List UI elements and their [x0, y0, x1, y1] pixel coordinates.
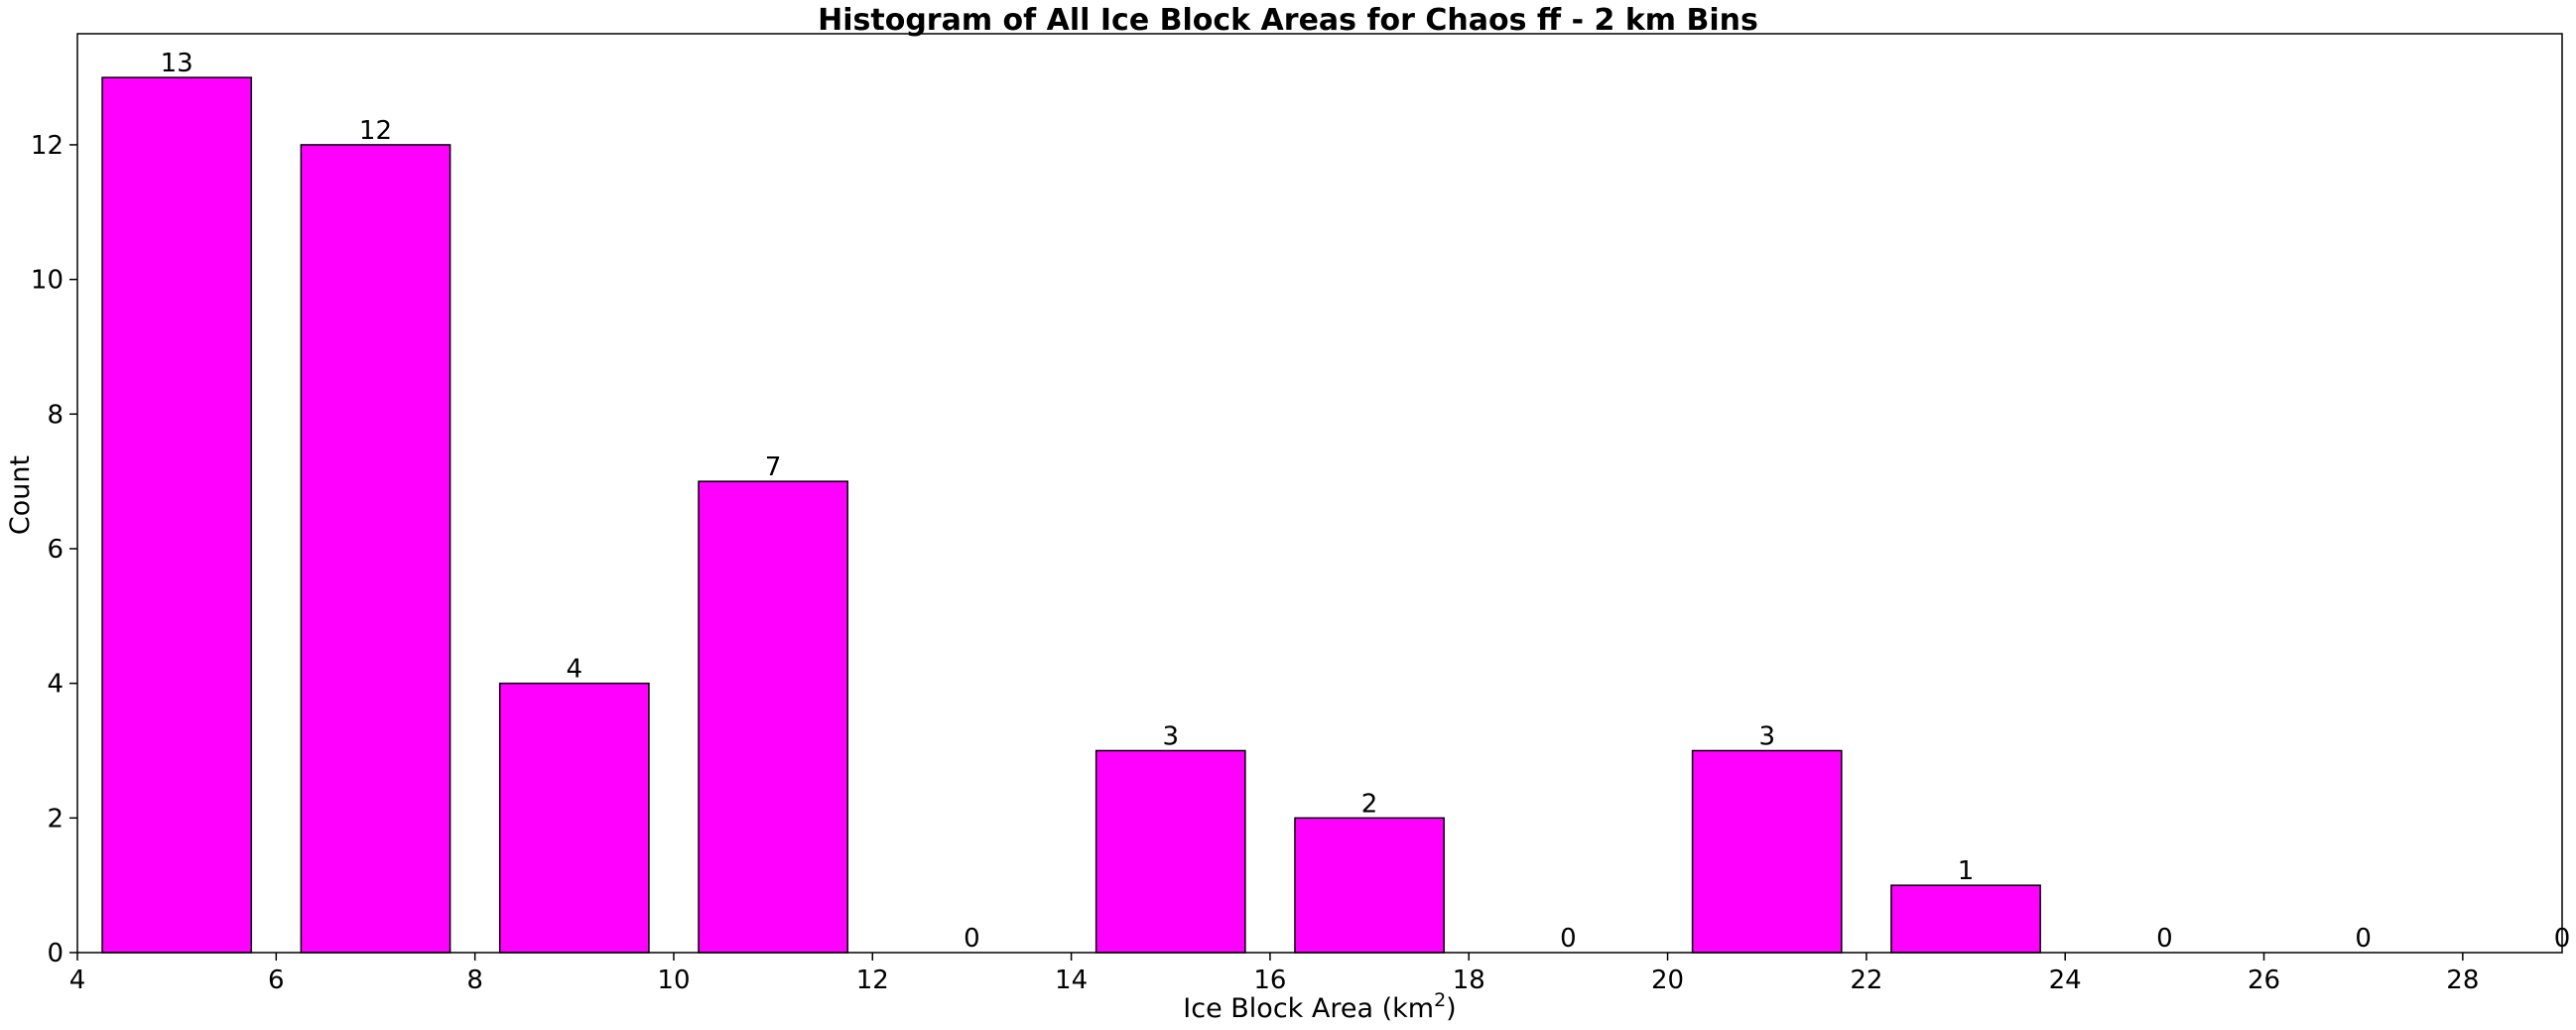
bar-count-label: 7: [765, 452, 782, 482]
x-tick-label: 14: [1055, 966, 1088, 995]
histogram-bar: [1294, 817, 1445, 954]
bar-count-label: 4: [567, 655, 583, 685]
y-tick-label: 2: [47, 804, 64, 834]
chart-title: Histogram of All Ice Block Areas for Cha…: [818, 3, 1758, 38]
histogram-bar: [1095, 749, 1246, 954]
histogram-bar: [1890, 884, 2041, 954]
y-tick-label: 6: [47, 535, 64, 565]
histogram-bar: [101, 76, 253, 954]
histogram-bar: [1691, 749, 1843, 954]
bar-count-label: 12: [359, 116, 392, 146]
x-tick-label: 12: [856, 966, 889, 995]
histogram-bar: [698, 480, 848, 954]
y-tick-label: 10: [31, 266, 64, 296]
bar-count-label: 2: [1361, 789, 1378, 819]
bar-count-label: 0: [1560, 924, 1577, 954]
bars-layer: [101, 76, 2041, 954]
y-tick-label: 0: [47, 939, 64, 968]
x-tick-label: 24: [2049, 966, 2082, 995]
bar-count-label: 1: [1958, 856, 1975, 886]
x-axis-label: Ice Block Area (km2): [1183, 989, 1456, 1024]
y-tick-label: 4: [47, 670, 64, 700]
y-tick-label: 12: [31, 131, 64, 161]
bar-count-label: 3: [1758, 721, 1775, 751]
bar-count-label: 3: [1162, 721, 1179, 751]
x-tick-label: 28: [2446, 966, 2479, 995]
x-tick-label: 10: [657, 966, 690, 995]
x-tick-label: 26: [2248, 966, 2280, 995]
plot-area-frame: [76, 33, 2563, 954]
x-axis: 4 6 8 10 12 14 16 18 20 22 24 26 28: [69, 953, 2479, 995]
histogram-bar: [300, 144, 451, 954]
bar-count-label: 13: [161, 49, 193, 78]
y-axis-label: Count: [5, 455, 36, 535]
x-tick-label: 6: [268, 966, 285, 995]
x-tick-label: 22: [1850, 966, 1882, 995]
x-tick-label: 20: [1651, 966, 1684, 995]
y-tick-label: 8: [47, 400, 64, 430]
bar-count-label: 0: [2355, 924, 2372, 954]
x-tick-label: 18: [1453, 966, 1485, 995]
histogram-bar: [498, 682, 650, 954]
x-tick-label: 4: [69, 966, 86, 995]
bar-count-label: 0: [964, 924, 980, 954]
y-axis: 0 2 4 6 8 10 12: [31, 131, 77, 968]
x-tick-label: 8: [466, 966, 483, 995]
bar-count-label: 0: [2156, 924, 2173, 954]
x-tick-label: 16: [1253, 966, 1286, 995]
